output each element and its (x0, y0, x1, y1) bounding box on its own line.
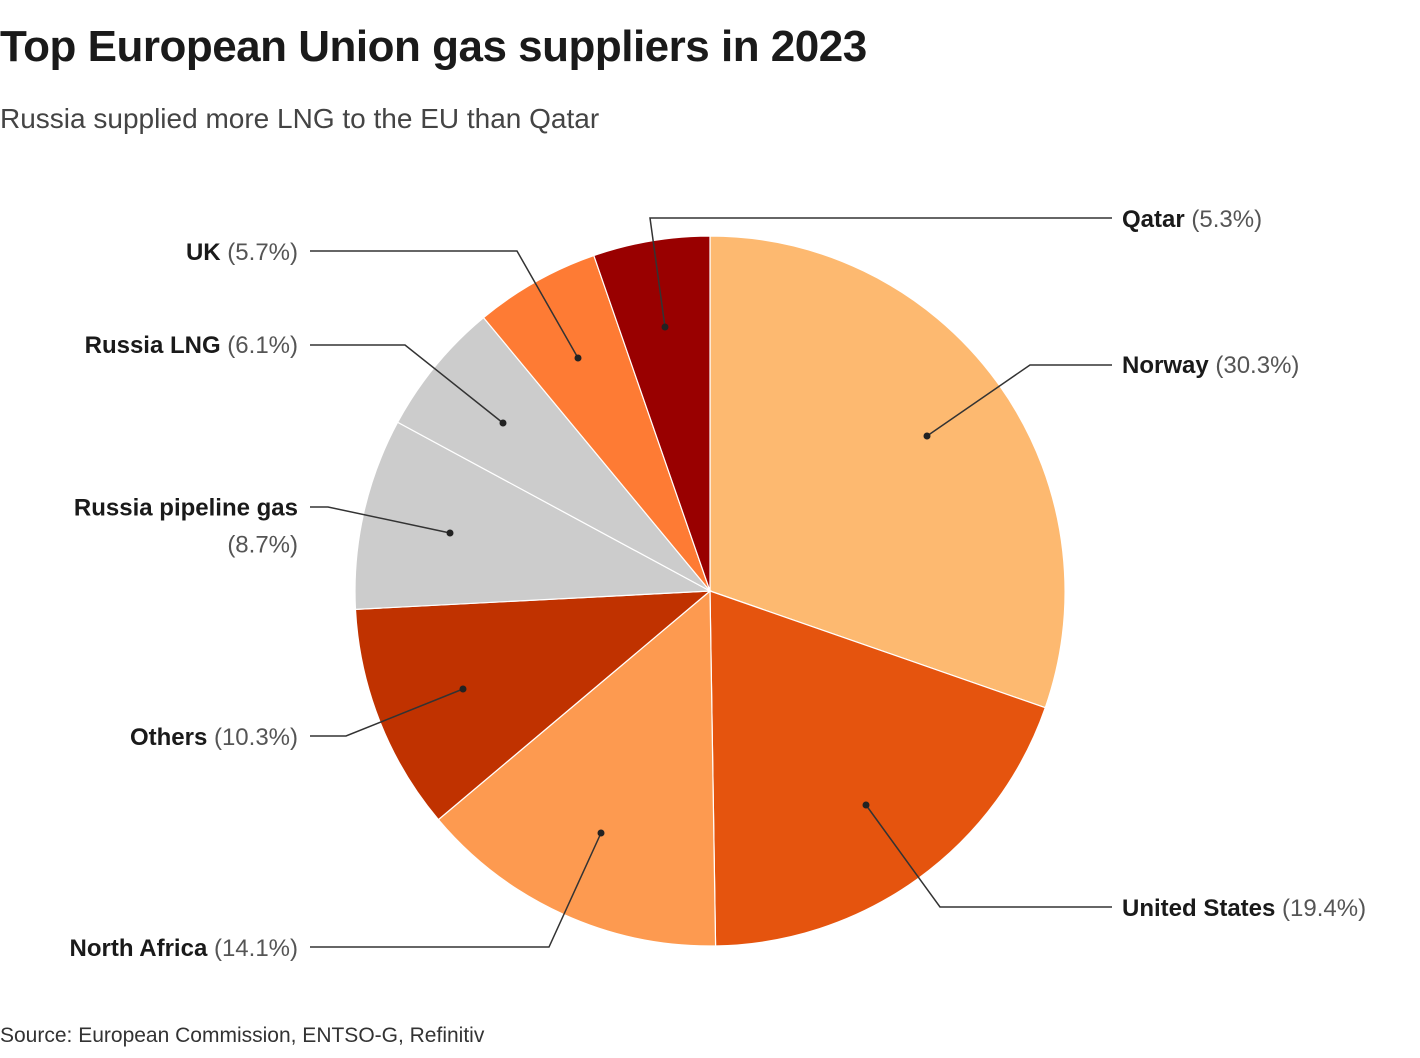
leader-dot-others (459, 685, 467, 693)
slice-labels: Norway (30.3%) United States (19.4%) North… (70, 206, 1367, 962)
label-uk: UK (5.7%) (186, 239, 298, 266)
leader-line-north-africa (310, 832, 602, 948)
value-label-north-africa: (14.1%) (207, 935, 298, 962)
label-name-others: Others (130, 724, 207, 751)
slice-others (354, 590, 712, 821)
slice-russia-pipeline-gas (354, 421, 713, 611)
label-name-russia-lng: Russia LNG (85, 332, 221, 359)
chart-subtitle: Russia supplied more LNG to the EU than … (0, 103, 600, 134)
leader-dot-north-africa (597, 829, 605, 837)
slice-russia-lng (396, 316, 711, 592)
leader-line-russia-pipeline-gas (310, 506, 451, 534)
leader-line-united-states (865, 804, 1112, 908)
value-label-others: (10.3%) (207, 724, 298, 751)
label-others: Others (10.3%) (130, 724, 298, 751)
label-russia-pipeline-gas: Russia pipeline gas (74, 495, 298, 522)
leader-dot-qatar (661, 323, 669, 331)
value-label-united-states: (19.4%) (1275, 895, 1366, 922)
label-russia-lng: Russia LNG (6.1%) (85, 332, 298, 359)
leader-dot-russia-lng (499, 419, 507, 427)
leader-lines (310, 217, 1112, 948)
slice-united-states (709, 590, 1047, 947)
label-name-united-states: United States (1122, 895, 1275, 922)
leader-dot-uk (574, 354, 582, 362)
leader-line-qatar (649, 217, 1112, 328)
value-label-qatar: (5.3%) (1185, 206, 1262, 233)
label-qatar: Qatar (5.3%) (1122, 206, 1262, 233)
value-label-russia-pipeline-gas: (8.7%) (227, 532, 298, 559)
label-name-qatar: Qatar (1122, 206, 1185, 233)
chart-title: Top European Union gas suppliers in 2023 (0, 22, 867, 71)
leader-dot-united-states (862, 801, 870, 809)
source-note: Source: European Commission, ENTSO-G, Re… (0, 1024, 485, 1047)
pie-slices (354, 235, 1066, 947)
label-north-africa: North Africa (14.1%) (70, 935, 299, 962)
pie-chart: Norway (30.3%) United States (19.4%) North… (70, 206, 1367, 962)
leader-line-others (310, 688, 464, 737)
slice-qatar (593, 235, 711, 592)
leader-line-norway (926, 364, 1112, 437)
label-norway: Norway (30.3%) (1122, 352, 1299, 379)
leader-dot-russia-pipeline-gas (446, 529, 454, 537)
leader-line-uk (310, 250, 579, 359)
label-name-norway: Norway (1122, 352, 1209, 379)
slice-uk (482, 254, 711, 592)
value-label-uk: (5.7%) (221, 239, 298, 266)
leader-line-russia-lng (310, 344, 504, 424)
slice-north-africa (437, 589, 717, 947)
value-label-russia-lng: (6.1%) (221, 332, 298, 359)
label-name-uk: UK (186, 239, 221, 266)
label-name-north-africa: North Africa (70, 935, 208, 962)
label-united-states: United States (19.4%) (1122, 895, 1366, 922)
leader-dot-norway (923, 432, 931, 440)
value-label-norway: (30.3%) (1209, 352, 1300, 379)
